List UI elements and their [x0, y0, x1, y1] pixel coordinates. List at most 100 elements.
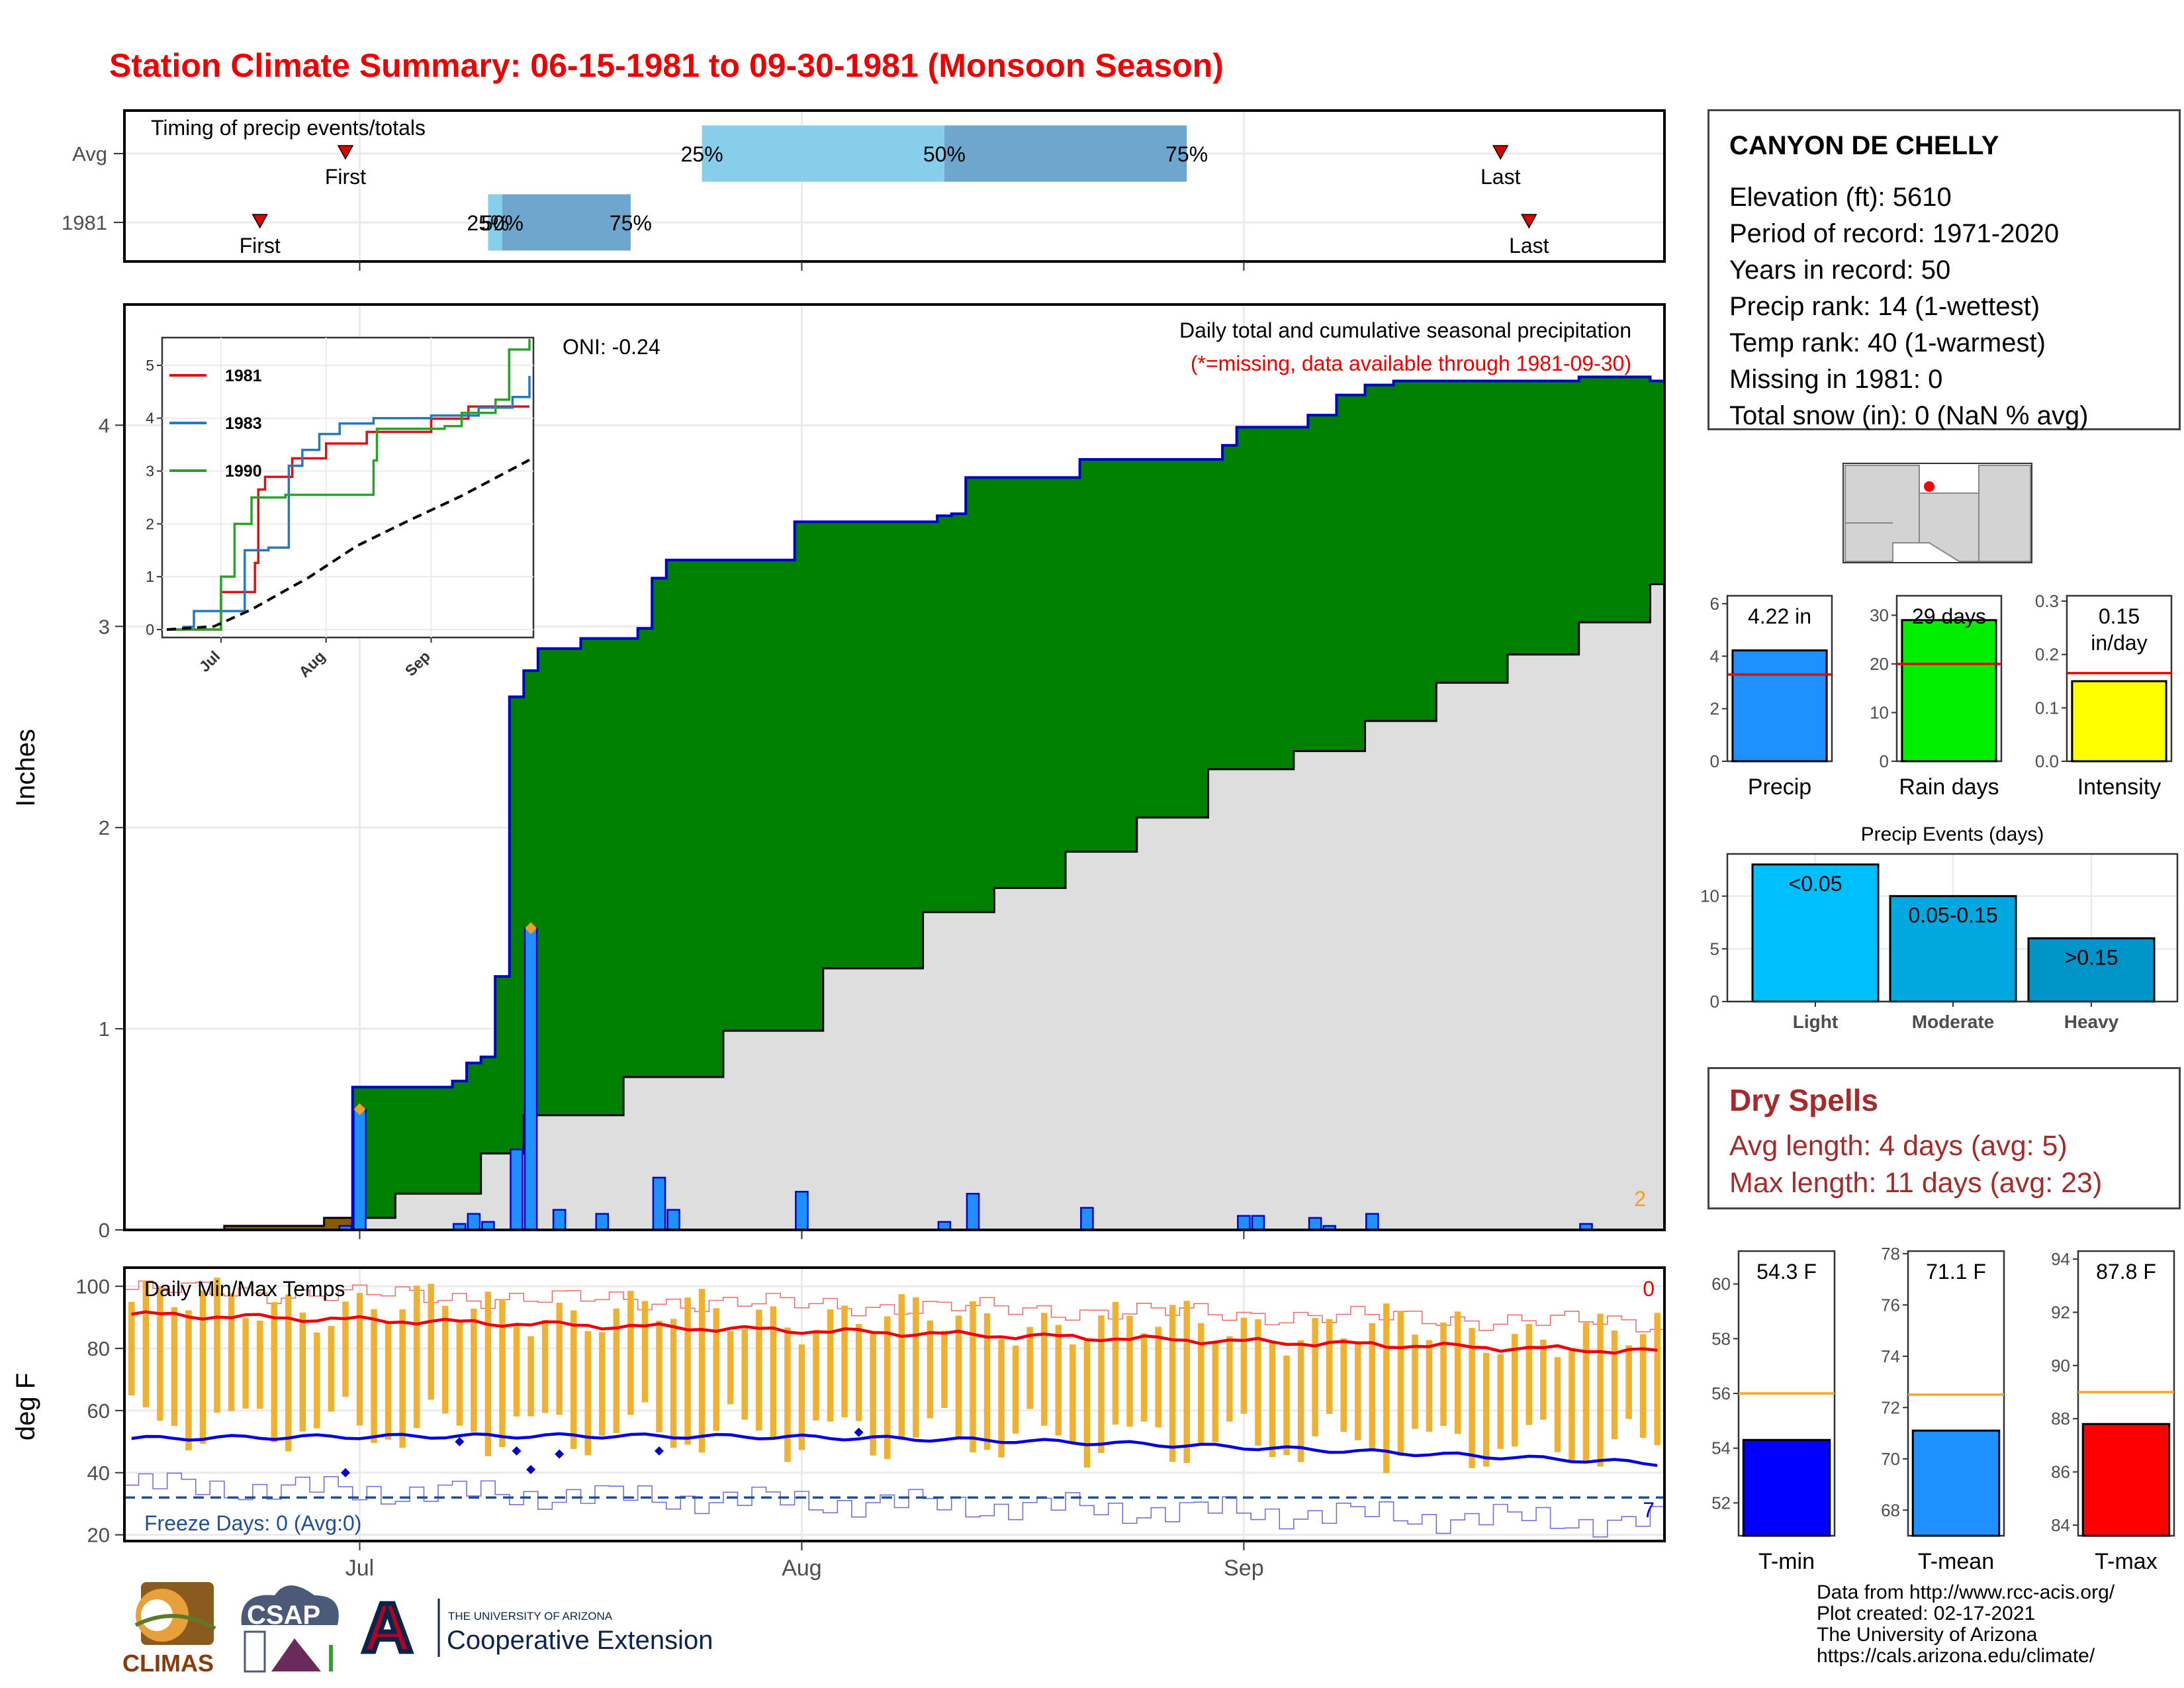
temps-daily-bar: [142, 1280, 150, 1408]
totals-value-label: 0.15: [2099, 604, 2140, 628]
precip-above-normal: [880, 522, 895, 968]
totals-value-label: 4.22 in: [1748, 604, 1811, 628]
temps-daily-bar: [613, 1308, 620, 1433]
temp-summary-2-ytick-label: 92: [2051, 1302, 2070, 1322]
events-bar-label: >0.15: [2065, 945, 2118, 969]
inset-series-1983: [167, 375, 531, 631]
station-missing: Missing in 1981: 0: [1729, 365, 1943, 394]
temps-daily-bar: [1426, 1340, 1433, 1432]
precip-above-normal: [1108, 459, 1123, 852]
ua-letter: A: [362, 1589, 413, 1667]
precip-normal-area: [124, 584, 1664, 1230]
precip-above-normal: [1308, 415, 1323, 751]
precip-ytick-label: 3: [99, 615, 110, 638]
precip-above-normal: [737, 559, 752, 1031]
precip-daily-bar: [353, 1108, 367, 1231]
temps-title: Daily Min/Max Temps: [144, 1277, 345, 1301]
precip-above-normal: [923, 522, 938, 912]
totals-0-ytick-label: 0: [1710, 751, 1719, 771]
precip-above-normal: [1479, 381, 1494, 683]
temps-daily-bar: [471, 1308, 477, 1432]
temps-daily-bar: [998, 1339, 1005, 1458]
totals-0-bar: [1731, 649, 1828, 763]
temps-low-marker: [854, 1427, 864, 1437]
totals-value-label: in/day: [2091, 631, 2147, 655]
precip-oni: ONI: -0.24: [563, 335, 660, 359]
climas-logo: CLIMAS: [122, 1582, 216, 1677]
precip-above-normal: [979, 477, 995, 912]
precip-below-normal: [224, 1225, 239, 1230]
logos: CLIMAS CSAP A THE UNIVERSITY OF ARIZONA …: [122, 1582, 713, 1677]
precip-daily-bar: [552, 1209, 567, 1231]
temps-daily-bar: [371, 1309, 377, 1443]
events-bar: [1889, 895, 2017, 1003]
precip-above-normal: [623, 638, 639, 1078]
station-period: Period of record: 1971-2020: [1729, 219, 2060, 248]
events-bar: [2027, 937, 2156, 1003]
temps-daily-bar: [713, 1308, 719, 1431]
precip-above-normal: [1593, 377, 1608, 623]
precip-above-normal: [1350, 395, 1366, 751]
totals-1-category: Rain days: [1899, 774, 1999, 800]
csap-logo: CSAP: [241, 1585, 339, 1673]
temps-xtick-label: Sep: [1224, 1556, 1264, 1581]
precip-title: Daily total and cumulative seasonal prec…: [1179, 318, 1631, 342]
precip-above-normal: [1621, 377, 1637, 623]
precip-panel-border: [123, 303, 1666, 1231]
dry-spells-avg: Avg length: 4 days (avg: 5): [1729, 1130, 2068, 1162]
timing-last-label: Last: [1480, 165, 1521, 189]
temp-summary-1-bar: [1911, 1429, 2001, 1537]
precip-ytick-label: 2: [99, 816, 110, 839]
precip-above-normal: [694, 559, 709, 1078]
precip-above-normal: [1036, 477, 1052, 888]
inset-series-1981: [167, 405, 529, 631]
precip-above-normal: [467, 1062, 482, 1194]
timing-first-marker: [337, 145, 354, 160]
credits: Data from http://www.rcc-acis.org/ Plot …: [1817, 1582, 2115, 1667]
precip-above-normal: [509, 696, 524, 1154]
temp-summary-2-bar: [2081, 1423, 2171, 1537]
totals-1-ytick-label: 30: [1870, 605, 1889, 625]
precip-daily-bar: [652, 1176, 666, 1231]
precip-above-normal: [1635, 377, 1651, 623]
precip-daily-bar: [795, 1191, 809, 1231]
precip-above-normal: [1578, 377, 1594, 623]
precip-above-normal: [1023, 477, 1038, 888]
temps-daily-bar: [1326, 1319, 1333, 1414]
timing-row-label: Avg: [72, 142, 107, 165]
temps-daily-bar: [1554, 1357, 1561, 1452]
precip-ytick-label: 1: [99, 1017, 110, 1041]
precip-above-normal: [537, 648, 553, 1115]
totals-2-ytick-label: 0.2: [2035, 645, 2059, 665]
precip-above-normal: [937, 516, 952, 912]
precip-daily-bar: [1237, 1215, 1251, 1231]
precip-subtitle: (*=missing, data available through 1981-…: [1191, 352, 1631, 375]
temp-summary-2-ytick-label: 90: [2051, 1356, 2070, 1376]
temps-daily-bar: [1026, 1327, 1033, 1409]
precip-above-normal: [1550, 381, 1565, 655]
temp-summary-0-ytick-label: 56: [1711, 1383, 1731, 1403]
precip-above-normal: [794, 522, 809, 1031]
temps-daily-bar: [1098, 1315, 1105, 1453]
temps-daily-bar: [927, 1320, 934, 1419]
precip-above-normal: [837, 522, 852, 968]
temps-daily-bar: [556, 1302, 563, 1415]
temp-summary-1-ytick-label: 70: [1881, 1449, 1900, 1469]
precip-above-normal: [766, 559, 781, 1031]
station-snow: Total snow (in): 0 (NaN % avg): [1729, 401, 2089, 430]
timing-label-75: 75%: [1165, 142, 1208, 166]
temps-daily-bar: [1383, 1303, 1390, 1474]
temps-daily-bar: [1569, 1348, 1575, 1462]
temps-daily-bar: [1126, 1315, 1133, 1427]
precip-above-normal: [1008, 477, 1024, 888]
precip-above-normal: [1136, 459, 1152, 818]
temps-daily-bar: [1369, 1323, 1376, 1450]
precip-above-normal: [1094, 459, 1109, 852]
inset-legend-label: 1983: [225, 414, 262, 433]
temps-hot-count: 0: [1643, 1277, 1655, 1301]
timing-first-label: First: [325, 165, 366, 189]
station-elevation: Elevation (ft): 5610: [1729, 183, 1952, 212]
temps-daily-bar: [1283, 1355, 1290, 1456]
temps-daily-bar: [271, 1302, 277, 1442]
